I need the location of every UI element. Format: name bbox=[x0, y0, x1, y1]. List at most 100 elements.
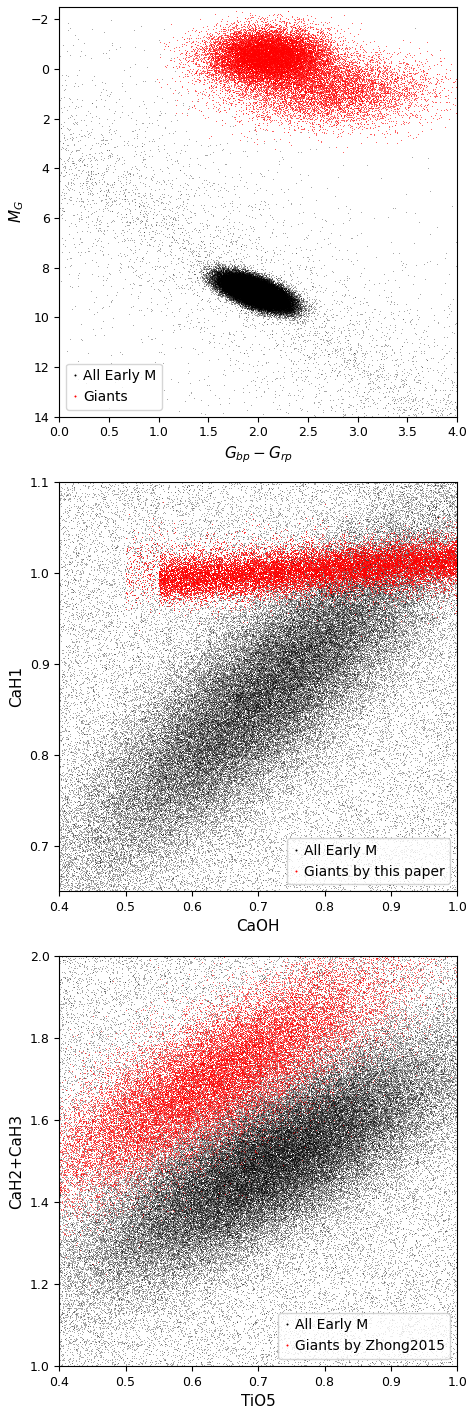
Point bbox=[286, 1083, 293, 1106]
Point bbox=[362, 1024, 369, 1046]
Point bbox=[81, 1163, 88, 1185]
Point bbox=[91, 1092, 99, 1114]
Point bbox=[104, 190, 111, 212]
Point bbox=[163, 1027, 171, 1049]
Point bbox=[280, 292, 287, 314]
Point bbox=[197, 1239, 205, 1262]
Point bbox=[134, 1157, 142, 1180]
Point bbox=[246, 776, 254, 799]
Point bbox=[429, 636, 437, 658]
Point bbox=[183, 833, 191, 855]
Point bbox=[422, 538, 429, 561]
Point bbox=[268, 1208, 275, 1231]
Point bbox=[348, 59, 356, 82]
Point bbox=[350, 680, 358, 702]
Point bbox=[234, 21, 242, 44]
Point bbox=[250, 275, 257, 297]
Point bbox=[250, 602, 258, 624]
Point bbox=[394, 1109, 401, 1131]
Point bbox=[252, 285, 259, 307]
Point bbox=[413, 593, 420, 616]
Point bbox=[238, 1069, 246, 1092]
Point bbox=[423, 569, 431, 592]
Point bbox=[188, 1164, 196, 1187]
Point bbox=[162, 858, 170, 881]
Point bbox=[301, 1141, 309, 1164]
Point bbox=[309, 1100, 316, 1123]
Point bbox=[130, 804, 138, 827]
Point bbox=[358, 1090, 365, 1113]
Point bbox=[198, 804, 205, 827]
Point bbox=[292, 702, 299, 725]
Point bbox=[48, 1249, 56, 1272]
Point bbox=[424, 541, 431, 564]
Point bbox=[160, 987, 168, 1010]
Point bbox=[351, 983, 359, 1005]
Point bbox=[413, 1140, 420, 1163]
Point bbox=[301, 1160, 309, 1182]
Point bbox=[285, 41, 292, 64]
Point bbox=[275, 292, 283, 314]
Point bbox=[301, 300, 309, 323]
Point bbox=[469, 1039, 474, 1062]
Point bbox=[230, 268, 238, 290]
Point bbox=[310, 1140, 317, 1163]
Point bbox=[355, 1163, 362, 1185]
Point bbox=[231, 69, 238, 92]
Point bbox=[299, 654, 307, 677]
Point bbox=[195, 588, 202, 610]
Point bbox=[298, 728, 306, 750]
Point bbox=[435, 549, 442, 572]
Point bbox=[228, 1161, 236, 1184]
Point bbox=[206, 1277, 213, 1300]
Point bbox=[230, 1087, 238, 1110]
Point bbox=[133, 784, 140, 807]
Point bbox=[319, 1120, 327, 1143]
Point bbox=[391, 1063, 398, 1086]
Point bbox=[255, 31, 263, 54]
Point bbox=[265, 50, 273, 72]
Point bbox=[335, 197, 342, 219]
Point bbox=[231, 270, 238, 293]
Point bbox=[122, 857, 129, 879]
Point bbox=[290, 289, 297, 312]
Point bbox=[417, 1306, 425, 1328]
Point bbox=[323, 683, 331, 705]
Point bbox=[314, 1113, 321, 1136]
Point bbox=[218, 566, 225, 589]
Point bbox=[234, 799, 241, 821]
Point bbox=[248, 275, 255, 297]
Point bbox=[267, 650, 275, 673]
Point bbox=[261, 25, 269, 48]
Point bbox=[421, 1095, 429, 1117]
Point bbox=[192, 663, 200, 685]
Point bbox=[154, 684, 162, 707]
Point bbox=[384, 1109, 392, 1131]
Point bbox=[338, 1073, 346, 1096]
Point bbox=[378, 541, 385, 564]
Point bbox=[200, 1143, 208, 1165]
Point bbox=[191, 681, 199, 704]
Point bbox=[240, 276, 248, 299]
Point bbox=[221, 62, 228, 85]
Point bbox=[420, 1078, 428, 1100]
Point bbox=[395, 549, 403, 572]
Point bbox=[295, 27, 302, 50]
Point bbox=[184, 844, 191, 867]
Point bbox=[264, 280, 271, 303]
Point bbox=[281, 295, 289, 317]
Point bbox=[252, 1116, 260, 1138]
Point bbox=[358, 579, 365, 602]
Point bbox=[341, 1177, 349, 1199]
Point bbox=[247, 276, 255, 299]
Point bbox=[271, 643, 279, 666]
Point bbox=[239, 1051, 247, 1073]
Point bbox=[168, 637, 176, 660]
Point bbox=[422, 547, 430, 569]
Point bbox=[374, 572, 382, 595]
Point bbox=[310, 1065, 318, 1087]
Point bbox=[261, 295, 268, 317]
Point bbox=[93, 960, 101, 983]
Point bbox=[304, 1174, 312, 1197]
Point bbox=[100, 1293, 108, 1315]
